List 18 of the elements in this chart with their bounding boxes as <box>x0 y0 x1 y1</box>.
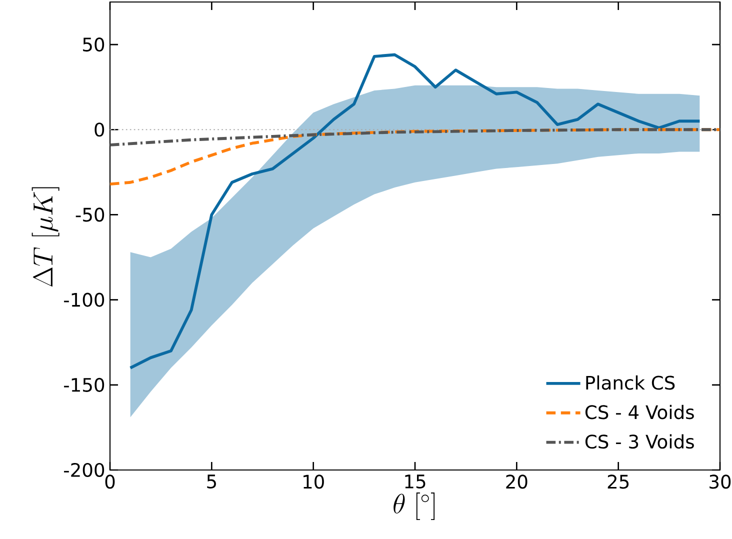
x-tick-label: 20 <box>506 474 528 489</box>
legend-label: CS - 4 Voids <box>585 404 694 420</box>
y-axis-title: $\Delta T\;[\mu K]$ <box>32 187 60 287</box>
x-tick-label: 5 <box>207 474 216 489</box>
x-tick-label: 30 <box>710 474 731 489</box>
y-tick-label: -150 <box>64 378 104 392</box>
x-axis-title: $\theta\;[^\circ]$ <box>394 492 435 520</box>
y-tick-label: 0 <box>94 122 104 137</box>
legend-label: Planck CS <box>586 375 675 390</box>
x-tick-label: 10 <box>304 474 324 489</box>
y-tick-label: -50 <box>76 208 104 222</box>
legend-label: CS - 3 Voids <box>585 434 694 449</box>
x-tick-label: 0 <box>105 474 115 489</box>
y-tick-label: 50 <box>83 37 104 52</box>
y-tick-label: -100 <box>64 292 104 307</box>
x-tick-label: 15 <box>405 474 426 489</box>
y-tick-label: -200 <box>64 462 104 478</box>
x-tick-label: 25 <box>608 474 629 489</box>
